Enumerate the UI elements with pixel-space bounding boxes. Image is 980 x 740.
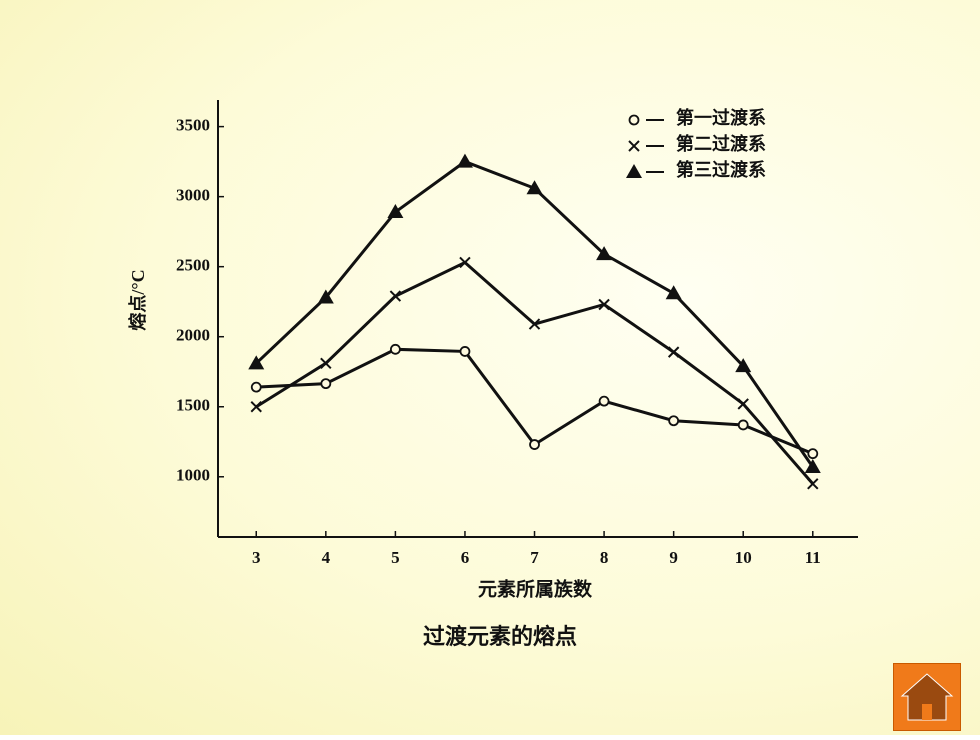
marker: [248, 355, 265, 370]
marker: [598, 395, 610, 407]
marker: [320, 378, 332, 390]
marker: [529, 439, 540, 450]
marker: [459, 256, 471, 269]
marker: [456, 153, 473, 168]
x-tick-label: 6: [461, 548, 470, 567]
legend-label: 第三过渡系: [676, 159, 766, 180]
x-tick-label: 10: [735, 548, 752, 567]
y-axis-label: 熔点/°C: [127, 269, 148, 330]
marker: [628, 140, 640, 152]
marker: [735, 358, 752, 373]
marker: [250, 381, 262, 393]
series-line: [256, 347, 814, 456]
legend-entry: 第一过渡系: [628, 107, 766, 128]
series-line: [255, 260, 814, 485]
home-icon: [900, 673, 954, 721]
marker: [628, 114, 640, 126]
marker: [598, 298, 610, 311]
x-tick-label: 4: [322, 548, 331, 567]
marker: [804, 458, 821, 473]
y-tick-label: 3500: [176, 116, 210, 135]
marker: [667, 346, 680, 358]
marker: [665, 285, 682, 300]
marker: [317, 289, 334, 304]
marker: [626, 164, 642, 178]
caption: 过渡元素的熔点: [423, 624, 577, 649]
marker: [387, 204, 404, 219]
legend-entry: 第三过渡系: [626, 159, 766, 180]
legend-label: 第一过渡系: [676, 107, 766, 128]
marker: [459, 346, 471, 357]
x-tick-label: 11: [805, 548, 821, 567]
home-button[interactable]: [893, 663, 961, 731]
x-tick-label: 3: [252, 548, 261, 567]
y-tick-label: 2500: [176, 256, 210, 275]
marker: [250, 401, 262, 413]
marker: [737, 398, 749, 410]
y-tick-label: 1000: [176, 466, 210, 485]
marker: [389, 343, 401, 355]
x-tick-label: 7: [530, 548, 539, 567]
marker: [526, 180, 543, 195]
y-tick-label: 3000: [176, 186, 210, 205]
marker: [737, 419, 749, 431]
marker: [528, 318, 541, 330]
marker: [320, 357, 332, 370]
marker: [596, 246, 613, 261]
x-axis-label: 元素所属族数: [478, 577, 593, 600]
marker: [668, 415, 680, 427]
marker: [389, 290, 402, 302]
marker: [807, 478, 819, 490]
y-tick-label: 2000: [176, 326, 210, 345]
legend-label: 第二过渡系: [676, 133, 766, 154]
x-tick-label: 8: [600, 548, 609, 567]
y-tick-label: 1500: [176, 396, 210, 415]
legend-entry: 第二过渡系: [628, 133, 766, 154]
marker: [807, 448, 819, 460]
x-tick-label: 5: [391, 548, 400, 567]
x-tick-label: 9: [669, 548, 678, 567]
series-line: [255, 159, 815, 468]
